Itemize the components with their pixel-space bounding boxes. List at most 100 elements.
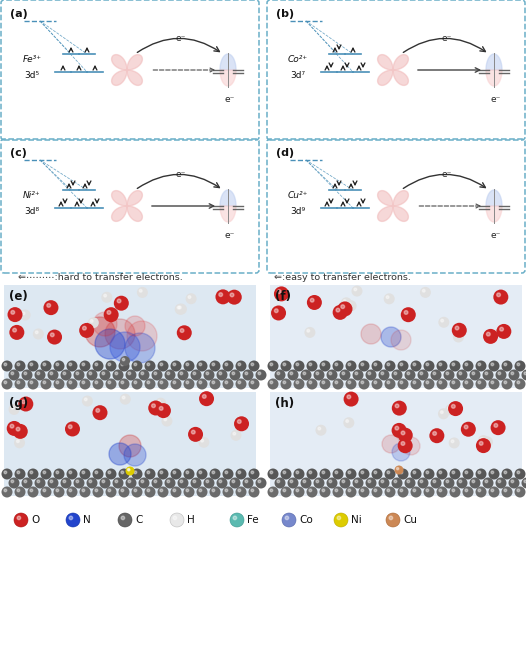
Circle shape xyxy=(511,480,514,483)
Circle shape xyxy=(296,381,299,384)
Text: Fe: Fe xyxy=(247,515,259,525)
Circle shape xyxy=(387,489,390,492)
Circle shape xyxy=(476,438,491,453)
Circle shape xyxy=(113,478,124,489)
Circle shape xyxy=(482,478,493,489)
Circle shape xyxy=(122,396,125,399)
Circle shape xyxy=(346,420,349,422)
Circle shape xyxy=(371,360,382,371)
Circle shape xyxy=(387,363,390,365)
Text: (g): (g) xyxy=(9,397,28,410)
Circle shape xyxy=(400,363,403,365)
Circle shape xyxy=(139,290,142,292)
Circle shape xyxy=(483,329,498,344)
Circle shape xyxy=(9,325,24,340)
Circle shape xyxy=(420,372,423,375)
Circle shape xyxy=(44,300,58,315)
Circle shape xyxy=(236,487,247,498)
Circle shape xyxy=(509,478,520,489)
Text: (c): (c) xyxy=(10,148,27,158)
Circle shape xyxy=(74,478,85,489)
Circle shape xyxy=(361,489,363,492)
Circle shape xyxy=(126,369,137,380)
Circle shape xyxy=(236,378,247,389)
Circle shape xyxy=(336,308,340,312)
Bar xyxy=(4,285,256,388)
Circle shape xyxy=(524,372,526,375)
Circle shape xyxy=(294,469,305,480)
Circle shape xyxy=(300,369,311,380)
Circle shape xyxy=(423,378,434,389)
Circle shape xyxy=(343,391,359,406)
Circle shape xyxy=(270,471,272,474)
Circle shape xyxy=(395,404,399,408)
Circle shape xyxy=(359,487,369,498)
Circle shape xyxy=(268,487,278,498)
Circle shape xyxy=(11,310,15,314)
Circle shape xyxy=(199,381,202,384)
Circle shape xyxy=(517,381,520,384)
Circle shape xyxy=(197,378,207,389)
Circle shape xyxy=(472,480,475,483)
Circle shape xyxy=(434,430,437,433)
Circle shape xyxy=(387,471,390,474)
Circle shape xyxy=(374,489,377,492)
Circle shape xyxy=(233,516,237,520)
Circle shape xyxy=(346,360,357,371)
Circle shape xyxy=(108,381,111,384)
Text: (a): (a) xyxy=(10,9,28,19)
Circle shape xyxy=(465,363,468,365)
Circle shape xyxy=(16,440,19,443)
Circle shape xyxy=(27,469,38,480)
Circle shape xyxy=(500,327,503,331)
Circle shape xyxy=(193,372,196,375)
Circle shape xyxy=(296,363,299,365)
Circle shape xyxy=(472,372,475,375)
Circle shape xyxy=(190,478,201,489)
Circle shape xyxy=(451,440,454,443)
Circle shape xyxy=(456,334,458,337)
Circle shape xyxy=(361,363,363,365)
Polygon shape xyxy=(486,54,502,70)
Circle shape xyxy=(319,360,330,371)
Circle shape xyxy=(489,360,500,371)
Circle shape xyxy=(359,378,369,389)
Circle shape xyxy=(47,369,58,380)
Circle shape xyxy=(401,307,416,322)
Circle shape xyxy=(79,469,90,480)
Circle shape xyxy=(491,381,494,384)
Circle shape xyxy=(79,360,90,371)
Circle shape xyxy=(413,489,416,492)
Circle shape xyxy=(366,478,377,489)
Circle shape xyxy=(90,319,93,323)
Circle shape xyxy=(346,469,357,480)
Circle shape xyxy=(437,378,448,389)
Circle shape xyxy=(68,425,72,428)
Text: e⁻: e⁻ xyxy=(442,170,452,179)
Circle shape xyxy=(4,381,7,384)
Circle shape xyxy=(498,480,501,483)
Circle shape xyxy=(283,363,286,365)
Circle shape xyxy=(170,360,181,371)
Circle shape xyxy=(2,360,13,371)
Circle shape xyxy=(219,480,222,483)
Circle shape xyxy=(514,360,525,371)
Text: Cu: Cu xyxy=(403,515,417,525)
Circle shape xyxy=(374,363,377,365)
Circle shape xyxy=(258,480,261,483)
Circle shape xyxy=(322,471,325,474)
Circle shape xyxy=(8,369,19,380)
Circle shape xyxy=(105,319,135,349)
Circle shape xyxy=(27,360,38,371)
Circle shape xyxy=(121,489,124,492)
Circle shape xyxy=(313,369,325,380)
Circle shape xyxy=(452,363,454,365)
Circle shape xyxy=(173,381,176,384)
Circle shape xyxy=(43,363,46,365)
Text: Fe³⁺: Fe³⁺ xyxy=(23,56,42,65)
Circle shape xyxy=(17,363,20,365)
Circle shape xyxy=(30,471,33,474)
Circle shape xyxy=(227,290,242,305)
Circle shape xyxy=(147,489,150,492)
Circle shape xyxy=(283,489,286,492)
